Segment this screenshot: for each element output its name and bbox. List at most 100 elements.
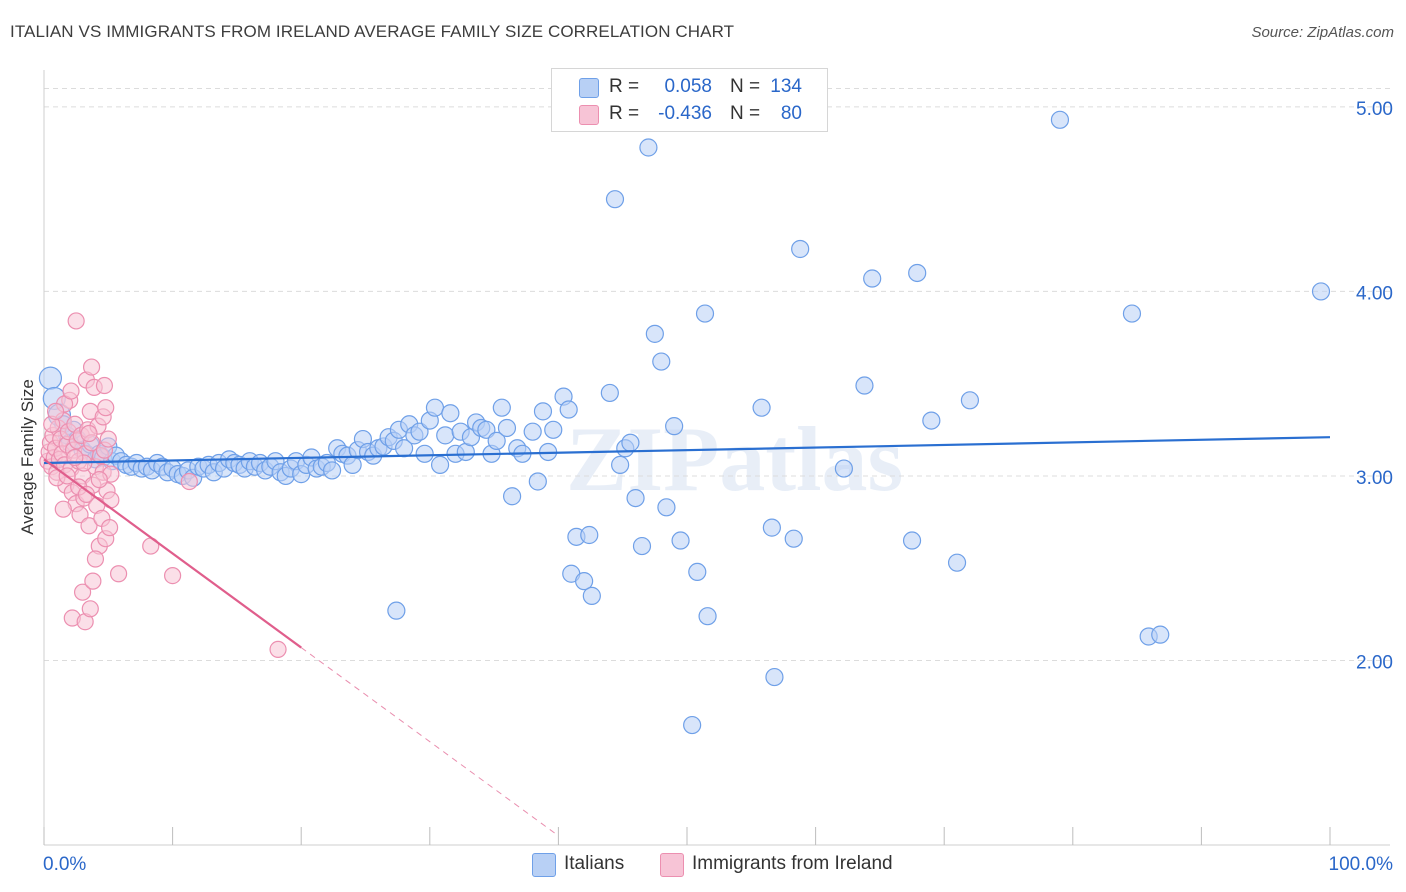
point-italians — [922, 411, 941, 430]
y-tick-label: 5.00 — [1356, 99, 1393, 120]
point-ireland — [80, 517, 98, 535]
point-ireland — [100, 519, 119, 537]
point-italians — [671, 531, 690, 550]
point-italians — [430, 455, 450, 474]
point-italians — [38, 366, 63, 390]
point-ireland — [73, 583, 92, 601]
point-ireland — [82, 358, 101, 376]
legend-row-ireland: R = -0.436 N = 80 — [552, 100, 827, 128]
point-ireland — [81, 600, 99, 618]
point-italians — [600, 383, 619, 403]
point-italians — [322, 461, 342, 480]
trend-line-ireland — [43, 458, 302, 649]
point-ireland — [95, 376, 114, 395]
trend-lines — [43, 436, 1331, 837]
y-axis-label: Average Family Size — [18, 379, 37, 535]
legend-r-label: R = — [609, 76, 640, 97]
point-italians — [863, 269, 882, 288]
point-italians — [855, 376, 874, 395]
point-ireland — [164, 566, 182, 585]
point-italians — [559, 400, 578, 419]
point-italians — [436, 426, 455, 445]
point-italians — [908, 263, 927, 283]
point-ireland — [46, 402, 65, 420]
point-ireland — [97, 399, 115, 417]
x-tick-label: 100.0% — [1329, 854, 1394, 875]
point-ireland — [54, 500, 72, 518]
data-points — [38, 110, 1331, 735]
stats-legend: R = 0.058 N = 134 R = -0.436 N = 80 — [551, 68, 828, 132]
point-ireland — [109, 565, 128, 583]
point-ireland — [67, 312, 85, 330]
point-italians — [1151, 625, 1170, 644]
trend-line-ireland-extension — [300, 647, 559, 837]
chart-title: ITALIAN VS IMMIGRANTS FROM IRELAND AVERA… — [10, 22, 735, 41]
legend-r-value: 0.058 — [664, 76, 712, 97]
point-italians — [410, 422, 429, 441]
legend-row-italians: R = 0.058 N = 134 — [552, 73, 827, 101]
point-ireland — [62, 382, 80, 400]
point-italians — [765, 667, 784, 687]
legend-n-value: 80 — [780, 103, 802, 124]
point-italians — [544, 420, 563, 439]
point-italians — [752, 398, 771, 417]
point-italians — [605, 190, 625, 209]
point-italians — [1311, 282, 1331, 301]
point-italians — [688, 562, 707, 582]
point-italians — [582, 586, 601, 605]
point-italians — [492, 398, 511, 417]
point-italians — [683, 715, 702, 735]
legend-swatch-italians — [579, 78, 599, 98]
point-italians — [487, 431, 506, 450]
point-italians — [657, 498, 676, 517]
point-italians — [698, 607, 717, 626]
grid-lines — [44, 87, 1390, 661]
bottom-legend-label-italians: Italians — [564, 853, 625, 874]
legend-swatch-ireland — [579, 105, 599, 125]
point-italians — [528, 472, 547, 491]
x-tick-label: 0.0% — [43, 854, 86, 875]
point-italians — [665, 417, 684, 436]
point-italians — [503, 487, 522, 506]
point-italians — [1122, 304, 1142, 323]
point-ireland — [80, 424, 98, 443]
point-italians — [947, 553, 967, 572]
legend-r-label: R = — [609, 103, 640, 124]
point-italians — [580, 525, 599, 545]
point-italians — [425, 398, 445, 417]
point-italians — [652, 352, 671, 371]
point-italians — [639, 138, 658, 157]
point-italians — [626, 488, 645, 508]
point-italians — [791, 239, 810, 259]
point-ireland — [269, 640, 287, 659]
legend-n-value: 134 — [770, 76, 802, 97]
point-italians — [632, 536, 652, 556]
point-italians — [611, 455, 630, 474]
point-italians — [695, 304, 715, 323]
point-italians — [621, 433, 640, 452]
y-tick-label: 4.00 — [1356, 283, 1393, 304]
y-tick-label: 3.00 — [1356, 468, 1393, 489]
point-italians — [834, 459, 853, 478]
point-italians — [762, 518, 781, 537]
trend-line-italians — [43, 436, 1331, 465]
point-ireland — [86, 550, 105, 568]
point-italians — [533, 402, 553, 421]
point-italians — [1050, 110, 1070, 129]
legend-r-value: -0.436 — [658, 103, 712, 124]
point-italians — [387, 601, 406, 620]
point-ireland — [84, 572, 102, 590]
y-tick-label: 2.00 — [1356, 652, 1393, 673]
bottom-legend-label-ireland: Immigrants from Ireland — [692, 853, 893, 874]
point-italians — [784, 529, 803, 548]
point-italians — [415, 444, 434, 463]
point-ireland — [71, 506, 89, 524]
point-ireland — [99, 430, 117, 448]
point-ireland — [180, 472, 198, 491]
axis-labels: 2.00 3.00 4.00 5.00 0.0% 100.0% Average Family… — [18, 99, 1393, 875]
point-ireland — [90, 471, 108, 489]
legend-n-label: N = — [730, 103, 761, 124]
point-ireland — [77, 485, 96, 504]
source-label: Source: ZipAtlas.com — [1251, 24, 1394, 41]
